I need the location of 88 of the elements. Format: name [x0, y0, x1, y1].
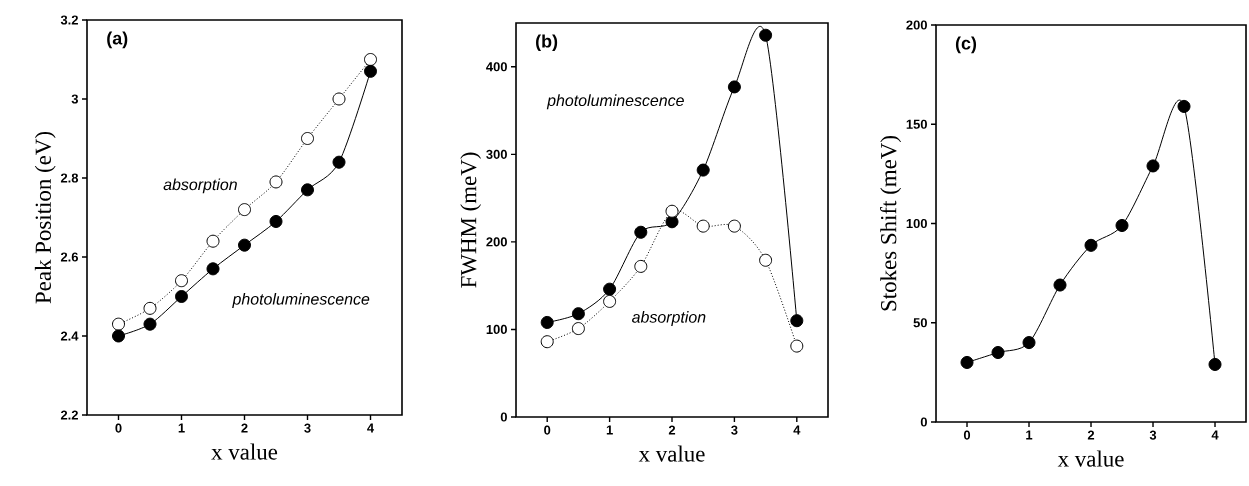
point	[665, 215, 679, 229]
point	[960, 355, 974, 369]
point	[1208, 357, 1222, 371]
point	[759, 253, 773, 267]
x-tick-label: 3	[304, 423, 311, 433]
x-tick-label: 2	[1087, 430, 1095, 440]
point	[1022, 336, 1036, 350]
point	[540, 335, 554, 349]
y-axis-title: Peak Position (eV)	[34, 131, 56, 304]
x-axis-title: x value	[638, 445, 705, 462]
point	[1115, 218, 1129, 232]
text: photoluminescence	[546, 94, 684, 110]
x-axis-title: x value	[211, 443, 278, 460]
annotation: (b)	[536, 34, 558, 52]
point	[238, 238, 251, 252]
point	[1146, 159, 1160, 173]
x-tick-label: 2	[668, 425, 676, 435]
point	[1053, 278, 1067, 292]
y-axis-title: FWHM (meV)	[460, 152, 482, 288]
x-tick-label: 0	[544, 425, 551, 435]
point	[790, 314, 804, 328]
point	[332, 92, 346, 106]
point	[759, 28, 773, 42]
y-tick-label: 3.2	[60, 15, 78, 25]
point	[301, 132, 314, 145]
point	[364, 64, 377, 78]
point	[603, 294, 617, 308]
point	[206, 234, 220, 248]
point	[603, 282, 617, 296]
annotation: (a)	[107, 31, 128, 49]
point	[301, 183, 314, 197]
point	[269, 175, 283, 189]
point	[571, 307, 585, 321]
y-tick-label: 3	[71, 94, 79, 104]
point	[112, 329, 125, 343]
x-tick-label: 1	[178, 423, 185, 433]
y-axis-title: Stokes Shift (meV)	[880, 136, 902, 311]
y-tick-label: 2.2	[60, 410, 78, 420]
point	[571, 322, 585, 336]
y-tick-label: 200	[906, 20, 927, 30]
point	[1084, 238, 1098, 252]
x-tick-label: 0	[115, 423, 122, 433]
x-tick-label: 4	[1211, 430, 1219, 440]
point	[364, 53, 377, 66]
point	[696, 163, 710, 177]
x-axis-title: x value	[1057, 450, 1124, 467]
x-tick-label: 3	[1149, 430, 1157, 440]
point	[238, 203, 251, 217]
point	[175, 274, 188, 288]
x-tick-label: 1	[1026, 430, 1033, 440]
y-tick-label: 2.6	[60, 252, 79, 262]
y-tick-label: 300	[486, 149, 507, 159]
y-tick-label: 100	[486, 324, 507, 335]
series-label: absorption	[163, 178, 237, 194]
point	[332, 155, 346, 169]
y-tick-label: 100	[906, 218, 927, 229]
series-label: absorption	[632, 311, 706, 326]
point	[790, 339, 804, 353]
x-tick-label: 4	[793, 425, 801, 435]
y-tick-label: 0	[500, 412, 507, 422]
point	[1177, 99, 1191, 113]
point	[112, 317, 125, 331]
point	[143, 301, 157, 315]
point	[206, 262, 220, 276]
y-tick-label: 400	[486, 62, 507, 72]
point	[634, 259, 648, 273]
point	[991, 346, 1005, 360]
x-tick-label: 4	[367, 423, 375, 433]
point	[269, 214, 283, 228]
y-tick-label: 2.8	[60, 173, 79, 183]
y-tick-label: 200	[486, 237, 507, 247]
point	[143, 317, 157, 331]
y-tick-label: 150	[906, 119, 927, 129]
annotation: (c)	[955, 36, 977, 54]
y-tick-label: 2.4	[60, 331, 79, 341]
x-tick-label: 1	[606, 425, 613, 435]
x-tick-label: 3	[731, 425, 738, 435]
x-tick-label: 0	[963, 430, 971, 440]
point	[727, 80, 741, 94]
point	[175, 290, 188, 303]
point	[727, 219, 741, 233]
series-label: photoluminescence	[232, 293, 370, 308]
y-tick-label: 50	[913, 318, 927, 328]
x-tick-label: 2	[241, 423, 248, 433]
point	[665, 204, 679, 218]
point	[634, 225, 648, 239]
point	[540, 315, 554, 329]
point	[696, 219, 710, 233]
